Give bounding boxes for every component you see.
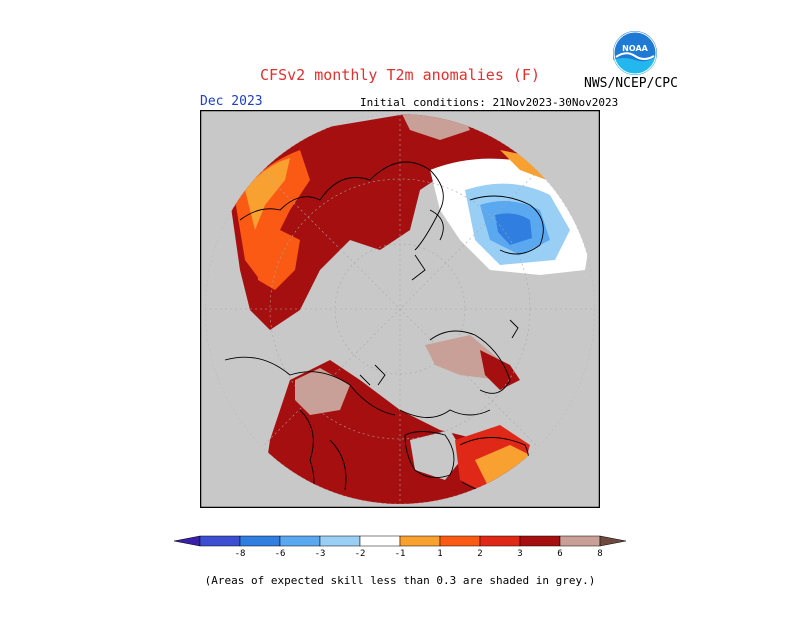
colorbar-tick-label: 2 bbox=[477, 549, 482, 559]
skill-footnote: (Areas of expected skill less than 0.3 a… bbox=[204, 574, 596, 587]
coastlines bbox=[224, 161, 544, 504]
colorbar-box bbox=[199, 535, 241, 547]
europe-orange bbox=[255, 230, 300, 290]
anomaly-colorbar: -8 -6 -3 -2 -1 1 2 3 6 8 bbox=[173, 535, 627, 559]
hudson-bay-grey bbox=[410, 430, 465, 480]
colorbar-tick-label: 6 bbox=[557, 549, 562, 559]
colorbar-box bbox=[439, 535, 481, 547]
colorbar-boxes bbox=[173, 535, 627, 547]
colorbar-box bbox=[279, 535, 321, 547]
colorbar-tick-label: 1 bbox=[437, 549, 442, 559]
colorbar-labels: -8 -6 -3 -2 -1 1 2 3 6 8 bbox=[235, 549, 603, 559]
map-title: CFSv2 monthly T2m anomalies (F) bbox=[260, 66, 540, 84]
colorbar-box bbox=[359, 535, 401, 547]
colorbar-box bbox=[519, 535, 561, 547]
colorbar-tick-label: -3 bbox=[315, 549, 326, 559]
colorbar-box bbox=[319, 535, 361, 547]
eurasia-light-orange bbox=[245, 158, 290, 230]
colorbar-arrow-left bbox=[173, 535, 201, 547]
colorbar-tick-label: -1 bbox=[395, 549, 406, 559]
agency-label: NWS/NCEP/CPC bbox=[584, 76, 678, 91]
forecast-month: Dec 2023 bbox=[200, 94, 263, 109]
europe-cold-dark bbox=[495, 213, 532, 245]
colorbar-box bbox=[479, 535, 521, 547]
north-orange-band bbox=[500, 150, 580, 200]
graticule bbox=[205, 114, 595, 504]
noaa-logo: NOAA bbox=[613, 31, 657, 75]
colorbar-box bbox=[399, 535, 441, 547]
canada-pinkish bbox=[425, 335, 500, 380]
colorbar-box bbox=[559, 535, 601, 547]
initial-conditions: Initial conditions: 21Nov2023-30Nov2023 bbox=[360, 96, 619, 109]
colorbar-arrow-right bbox=[599, 535, 627, 547]
colorbar-tick-label: 3 bbox=[517, 549, 522, 559]
temperature-anomaly-map bbox=[200, 110, 600, 508]
colorbar-tick-label: -6 bbox=[275, 549, 286, 559]
colorbar-box bbox=[239, 535, 281, 547]
map-frame bbox=[200, 110, 600, 508]
noaa-logo-text: NOAA bbox=[622, 44, 648, 53]
colorbar-tick-label: 8 bbox=[597, 549, 602, 559]
greenland-orange bbox=[475, 445, 530, 490]
colorbar-tick-label: -2 bbox=[355, 549, 366, 559]
colorbar-tick-label: -8 bbox=[235, 549, 246, 559]
north-america-pinkish bbox=[295, 368, 350, 415]
